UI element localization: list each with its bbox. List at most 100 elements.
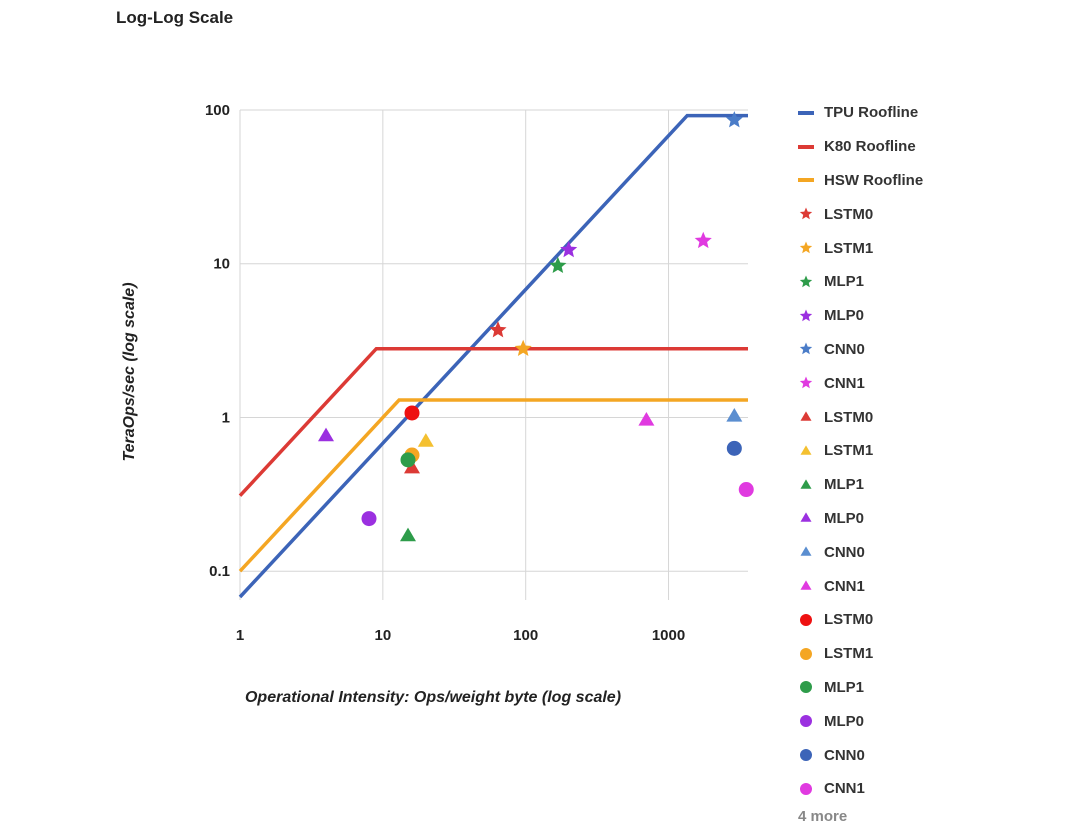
legend-label: MLP1 (824, 273, 865, 291)
legend-swatch (796, 172, 816, 188)
legend-star-icon (799, 275, 813, 288)
legend-label: MLP1 (824, 476, 865, 494)
chart-title: Log-Log Scale (116, 8, 234, 27)
legend-swatch (796, 105, 816, 121)
legend-item-k80-roofline[interactable]: K80 Roofline (796, 130, 923, 164)
legend-item-cnn0-triangle[interactable]: CNN0 (796, 535, 923, 569)
legend-item-lstm1-star[interactable]: LSTM1 (796, 231, 923, 265)
legend-swatch (796, 139, 816, 155)
legend-triangle-icon (800, 445, 812, 455)
legend-swatch (796, 544, 816, 560)
legend-item-cnn1-triangle[interactable]: CNN1 (796, 569, 923, 603)
legend-label: CNN0 (824, 543, 865, 561)
legend-label: HSW Roofline (824, 171, 924, 189)
legend-item-mlp0-star[interactable]: MLP0 (796, 299, 923, 333)
y-tick-label: 1 (222, 409, 230, 426)
mlp0-triangle-marker (318, 427, 335, 442)
cnn0-circle-marker (726, 440, 742, 456)
legend-label: CNN0 (824, 340, 865, 358)
x-tick-label: 1 (236, 627, 244, 644)
legend-star-icon (799, 376, 813, 389)
plot-area: 1 10 100 1000 0.1 1 10 100 Operational Intensit… (121, 102, 754, 706)
lstm1-triangle-marker (417, 433, 434, 447)
lstm1-star-marker (514, 339, 532, 357)
legend-swatch (796, 240, 816, 256)
legend-swatch (796, 341, 816, 357)
legend-label: TPU Roofline (824, 104, 919, 122)
roofline-lines (238, 113, 748, 599)
legend-item-lstm1-triangle[interactable]: LSTM1 (796, 434, 923, 468)
legend-line-swatch (798, 110, 814, 115)
cnn1-triangle-marker (638, 412, 655, 426)
mlp1-star-marker (549, 256, 567, 274)
legend-label: MLP1 (824, 678, 865, 696)
legend-label: CNN1 (824, 374, 865, 392)
cnn0-triangle-marker (726, 408, 743, 422)
legend-circle-icon (800, 681, 812, 694)
legend-triangle-icon (800, 411, 812, 421)
legend-label: LSTM1 (824, 442, 874, 460)
legend-swatch (796, 781, 816, 797)
legend-item-lstm0-star[interactable]: LSTM0 (796, 197, 923, 231)
legend-item-cnn0-star[interactable]: CNN0 (796, 333, 923, 367)
legend-circle-icon (800, 647, 812, 660)
legend-star-icon (799, 342, 813, 355)
legend-swatch (796, 443, 816, 459)
x-axis-title: Operational Intensity: Ops/weight byte (… (245, 689, 621, 706)
y-tick-label: 100 (205, 102, 230, 119)
legend-circle-icon (800, 613, 812, 626)
legend-item-mlp1-triangle[interactable]: MLP1 (796, 468, 923, 502)
legend: TPU Roofline K80 Roofline HSW Roofline LSTM… (796, 96, 923, 825)
legend-circle-icon (800, 715, 812, 728)
legend-swatch (796, 679, 816, 695)
x-tick-label: 100 (513, 627, 538, 644)
legend-swatch (796, 510, 816, 526)
y-axis-title: TeraOps/sec (log scale) (121, 282, 138, 461)
legend-swatch (796, 713, 816, 729)
legend-swatch (796, 612, 816, 628)
y-tick-label: 0.1 (209, 563, 230, 580)
legend-swatch (796, 274, 816, 290)
tpu-roofline-line (238, 113, 748, 599)
x-tick-label: 1000 (652, 627, 685, 644)
legend-swatch (796, 409, 816, 425)
lstm0-star-marker (489, 321, 507, 338)
legend-label: LSTM1 (824, 645, 874, 663)
legend-label: LSTM0 (824, 408, 874, 426)
legend-triangle-icon (800, 580, 812, 590)
mlp0-circle-marker (361, 511, 377, 527)
legend-label: LSTM0 (824, 205, 874, 223)
legend-star-icon (799, 241, 813, 254)
legend-more-link[interactable]: 4 more (798, 807, 848, 825)
cnn0-star-marker (725, 111, 743, 128)
legend-item-tpu-roofline[interactable]: TPU Roofline (796, 96, 923, 130)
mlp0-star-marker (560, 240, 578, 258)
legend-item-mlp0-triangle[interactable]: MLP0 (796, 502, 923, 536)
lstm0-triangle-marker (404, 459, 421, 474)
legend-item-mlp1-star[interactable]: MLP1 (796, 265, 923, 299)
legend-item-cnn1-circle[interactable]: CNN1 (796, 772, 923, 806)
legend-circle-icon (800, 749, 812, 762)
legend-item-mlp0-circle[interactable]: MLP0 (796, 704, 923, 738)
legend-item-cnn1-star[interactable]: CNN1 (796, 366, 923, 400)
legend-label: LSTM0 (824, 611, 874, 629)
tick-labels: 1 10 100 1000 0.1 1 10 100 (205, 102, 685, 644)
mlp1-circle-marker (400, 452, 416, 468)
legend-item-lstm0-triangle[interactable]: LSTM0 (796, 400, 923, 434)
legend-item-lstm1-circle[interactable]: LSTM1 (796, 637, 923, 671)
legend-label: CNN1 (824, 780, 865, 798)
hsw-roofline-line (238, 398, 748, 573)
x-tick-label: 10 (375, 627, 392, 644)
legend-star-icon (799, 309, 813, 321)
k80-roofline-line (238, 346, 748, 497)
legend-swatch (796, 747, 816, 763)
data-markers (318, 111, 754, 542)
legend-swatch (796, 206, 816, 222)
y-tick-label: 10 (213, 256, 230, 273)
legend-swatch (796, 646, 816, 662)
legend-item-lstm0-circle[interactable]: LSTM0 (796, 603, 923, 637)
legend-label: K80 Roofline (824, 138, 916, 156)
legend-item-cnn0-circle[interactable]: CNN0 (796, 738, 923, 772)
legend-item-mlp1-circle[interactable]: MLP1 (796, 671, 923, 705)
legend-item-hsw-roofline[interactable]: HSW Roofline (796, 164, 923, 198)
